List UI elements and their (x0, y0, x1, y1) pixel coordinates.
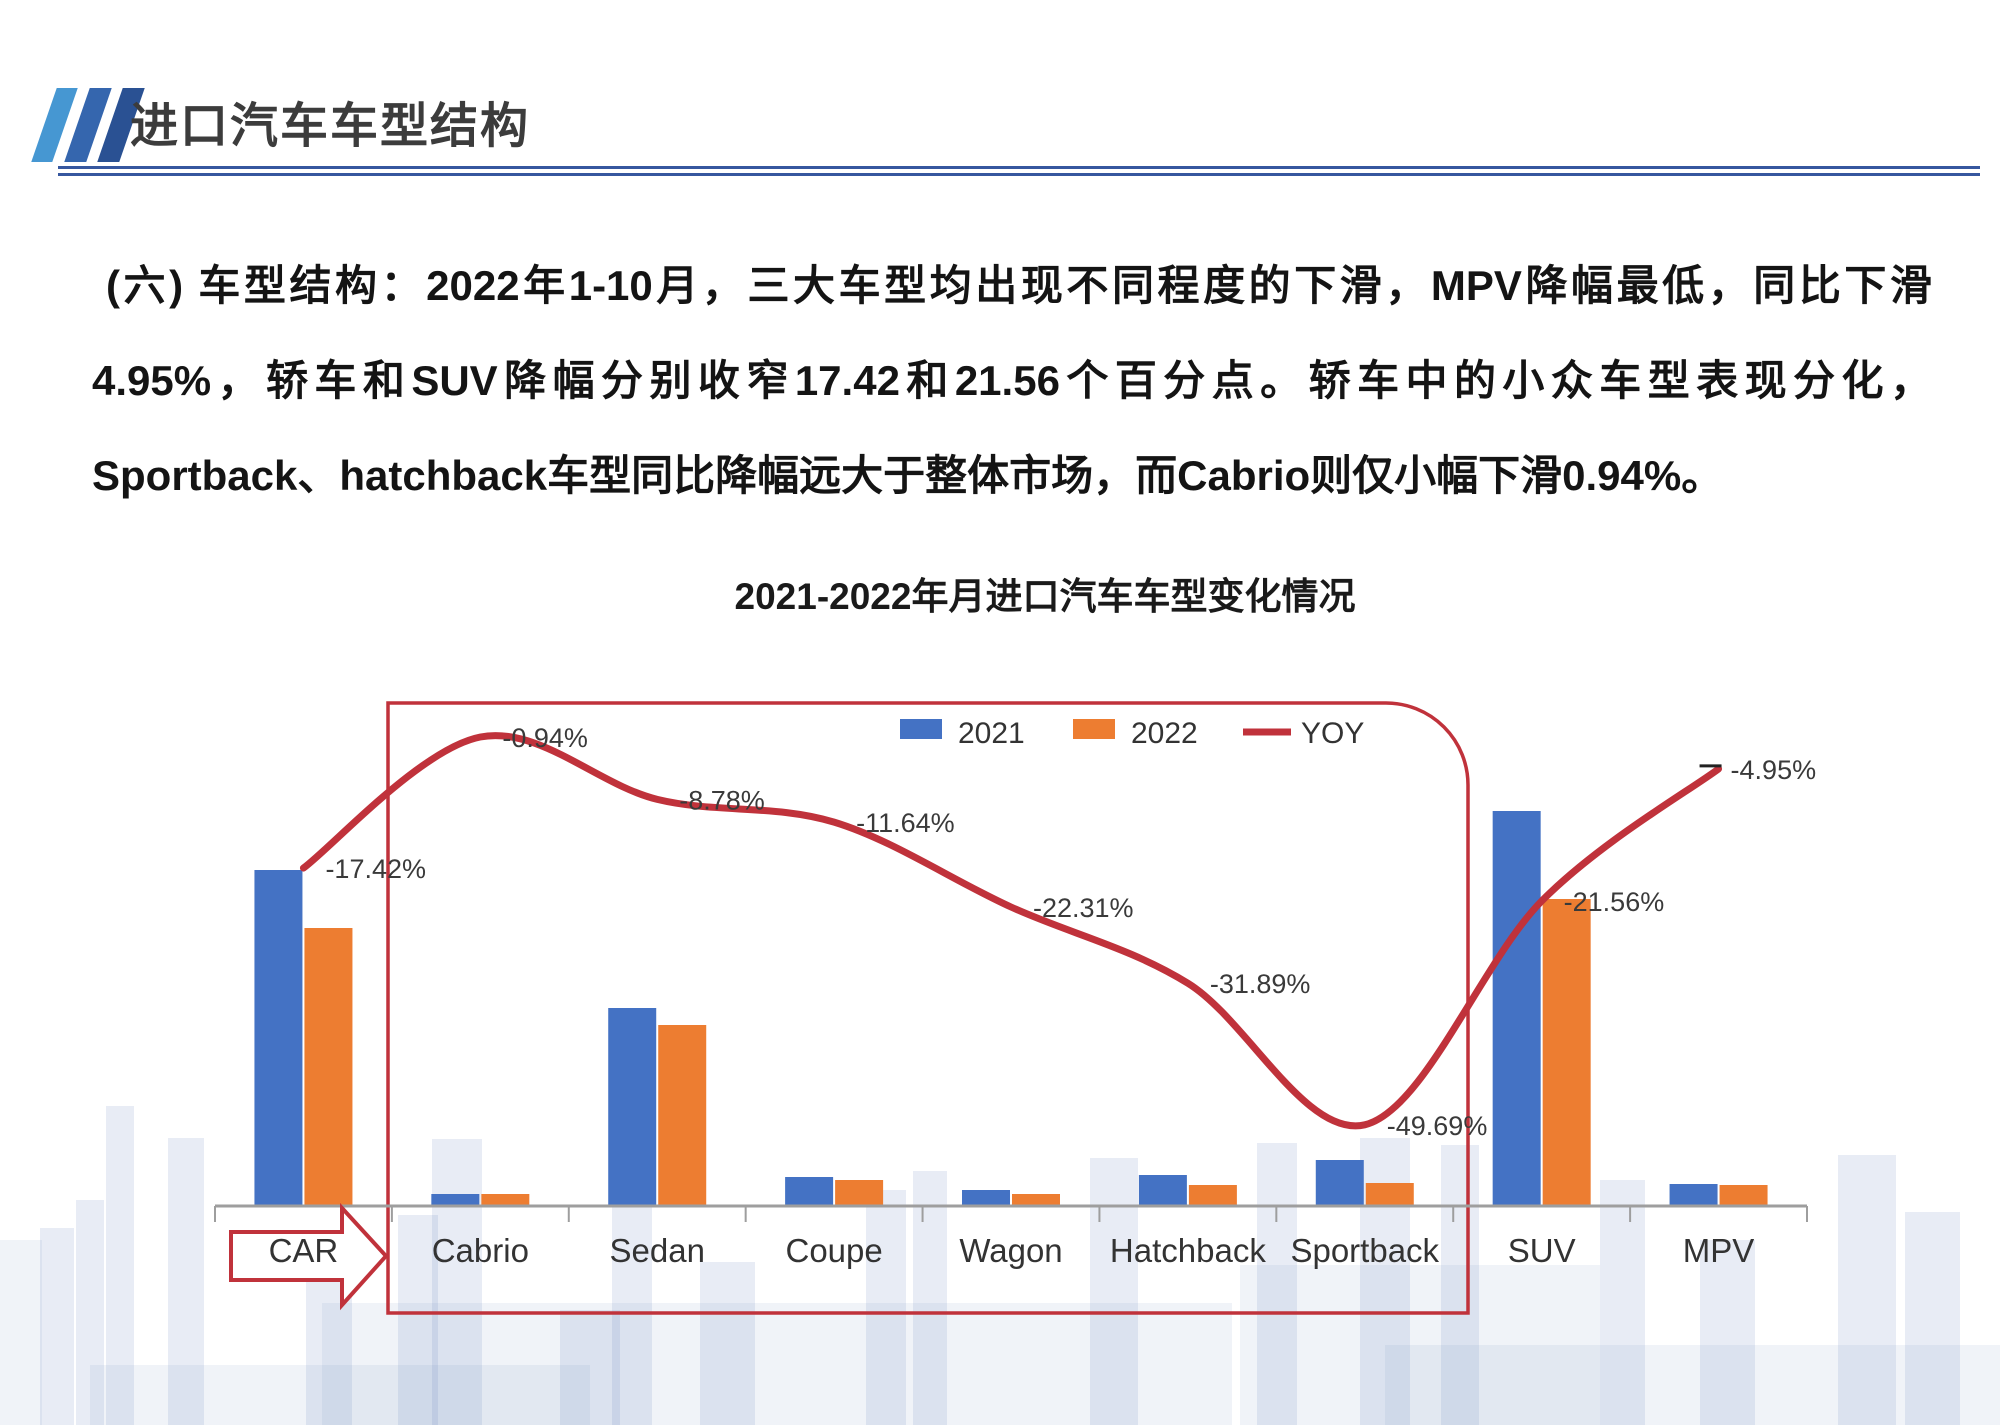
decor-bar (168, 1138, 204, 1425)
header-divider-top (58, 166, 1980, 169)
category-label-wagon: Wagon (959, 1232, 1062, 1269)
bar-2022-car (304, 928, 353, 1206)
decor-bar (700, 1262, 755, 1425)
bar-2022-mpv (1719, 1185, 1768, 1206)
yoy-label-sedan: -8.78% (679, 785, 765, 815)
yoy-label-hatchback: -31.89% (1210, 969, 1311, 999)
car-arrow (229, 1202, 389, 1311)
decor-bar (1257, 1143, 1297, 1425)
decor-bar (398, 1215, 438, 1425)
yoy-label-sportback: -49.69% (1387, 1111, 1488, 1141)
decor-panel (322, 1303, 1232, 1425)
bar-2022-hatchback (1188, 1185, 1237, 1206)
bar-2021-sedan (608, 1008, 657, 1206)
decor-panel (1385, 1345, 2000, 1425)
bar-2021-mpv (1669, 1184, 1718, 1206)
category-label-car: CAR (269, 1232, 339, 1269)
yoy-label-mpv: -4.95% (1731, 755, 1817, 785)
decor-bar (866, 1190, 906, 1425)
yoy-label-car: -17.42% (325, 854, 426, 884)
legend-label-yoy: YOY (1301, 717, 1364, 750)
category-label-coupe: Coupe (785, 1232, 882, 1269)
category-label-suv: SUV (1508, 1232, 1576, 1269)
bar-2021-coupe (785, 1177, 834, 1206)
bar-2021-hatchback (1138, 1175, 1187, 1206)
decor-bar (432, 1139, 482, 1425)
decor-bar (913, 1171, 947, 1425)
category-label-sedan: Sedan (610, 1232, 705, 1269)
yoy-label-wagon: -22.31% (1033, 893, 1134, 923)
bar-2021-car (254, 870, 303, 1206)
legend-swatch-2021 (900, 719, 942, 739)
decor-bar (1441, 1145, 1479, 1425)
bar-2021-cabrio (431, 1194, 480, 1206)
yoy-label-suv: -21.56% (1564, 887, 1665, 917)
yoy-label-cabrio: -0.94% (502, 723, 588, 753)
decor-bar (106, 1106, 134, 1425)
bar-2021-wagon (962, 1190, 1010, 1206)
bar-2022-sportback (1365, 1183, 1414, 1206)
decor-bar (40, 1228, 74, 1425)
bar-2021-sportback (1315, 1160, 1364, 1206)
page-title: 进口汽车车型结构 (130, 100, 531, 153)
decor-bar (560, 1310, 620, 1425)
bar-2022-sedan (658, 1025, 707, 1206)
decor-bar (76, 1200, 104, 1425)
category-label-hatchback: Hatchback (1110, 1232, 1266, 1269)
decor-bar (1090, 1158, 1138, 1425)
decor-bar (1905, 1212, 1960, 1425)
legend-label-2021: 2021 (958, 717, 1025, 750)
legend-label-2022: 2022 (1131, 717, 1198, 750)
yoy-line (299, 732, 1723, 1130)
highlight-box (386, 701, 1470, 1315)
bar-2022-wagon (1012, 1194, 1060, 1206)
body-paragraph: (六) 车型结构：2022年1-10月，三大车型均出现不同程度的下滑，MPV降幅… (92, 262, 1932, 499)
decor-bar (1838, 1155, 1896, 1425)
category-label-mpv: MPV (1683, 1232, 1755, 1269)
legend-swatch-2022 (1073, 719, 1115, 739)
chart-title: 2021-2022年月进口汽车车型变化情况 (734, 576, 1356, 617)
bar-2022-coupe (835, 1180, 884, 1206)
bar-2022-suv (1542, 899, 1591, 1206)
yoy-label-coupe: -11.64% (856, 808, 955, 838)
decor-bar (1600, 1180, 1645, 1425)
decor-bar (1700, 1240, 1755, 1425)
decor-panel (1240, 1265, 1600, 1425)
category-label-cabrio: Cabrio (432, 1232, 529, 1269)
header-divider-bottom (58, 173, 1980, 176)
category-label-sportback: Sportback (1290, 1232, 1439, 1269)
bar-2022-cabrio (481, 1194, 530, 1206)
decor-bar (612, 1195, 652, 1425)
bar-2021-suv (1492, 811, 1541, 1206)
decor-panel (90, 1365, 590, 1425)
decor-panel (0, 1240, 42, 1425)
